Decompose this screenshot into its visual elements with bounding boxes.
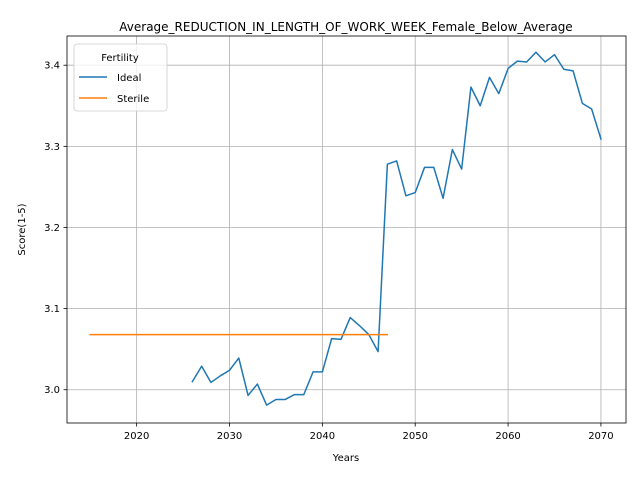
grid-layer (67, 36, 626, 423)
x-tick-label: 2050 (402, 431, 427, 442)
x-tick-label: 2060 (495, 431, 520, 442)
legend-box (73, 43, 168, 112)
legend-label-sterile: Sterile (117, 94, 149, 105)
x-axis-label: Years (332, 453, 359, 464)
legend-label-ideal: Ideal (117, 73, 141, 84)
y-tick-label: 3.2 (44, 223, 60, 234)
x-tick-label: 2070 (588, 431, 613, 442)
x-tick-layer: 2020 2030 2040 2050 2060 2070 (124, 423, 614, 442)
y-axis-label: Score(1-5) (17, 203, 28, 255)
series-layer (89, 51, 602, 406)
x-tick-label: 2020 (124, 431, 149, 442)
y-tick-label: 3.3 (44, 142, 60, 153)
legend-title: Fertility (101, 53, 139, 64)
x-tick-label: 2030 (217, 431, 242, 442)
x-tick-label: 2040 (310, 431, 335, 442)
legend: Fertility Ideal Sterile (73, 43, 168, 112)
plot-frame (66, 35, 627, 424)
y-tick-label: 3.0 (44, 385, 60, 396)
y-tick-layer: 3.0 3.1 3.2 3.3 3.4 (44, 61, 67, 396)
series-line-ideal (191, 51, 602, 406)
chart-title: Average_REDUCTION_IN_LENGTH_OF_WORK_WEEK… (119, 20, 572, 34)
y-tick-label: 3.4 (44, 61, 60, 72)
y-tick-label: 3.1 (44, 304, 60, 315)
